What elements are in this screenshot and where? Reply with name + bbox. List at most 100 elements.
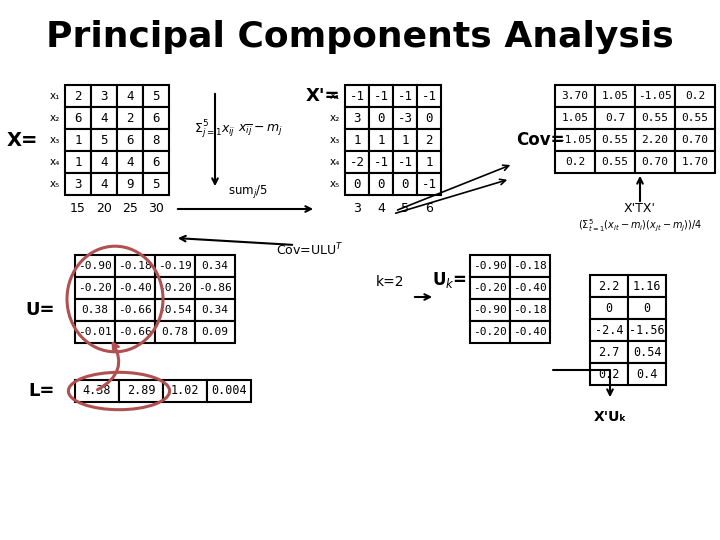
Bar [635,129,675,151]
Bar [195,277,235,299]
Bar [91,85,117,107]
Text: -0.90: -0.90 [473,305,507,315]
Bar [345,173,369,195]
Bar [369,129,393,151]
Text: 0.2: 0.2 [565,157,585,167]
Text: 20: 20 [96,202,112,215]
Bar [393,173,417,195]
Text: 1.02: 1.02 [171,384,199,397]
Text: 1: 1 [377,133,384,146]
Bar [510,255,550,277]
Text: 0: 0 [377,111,384,125]
Text: -2: -2 [349,156,364,168]
Text: 1: 1 [401,133,409,146]
Text: 1: 1 [354,133,361,146]
Text: -0.86: -0.86 [198,283,232,293]
Bar [393,85,417,107]
Text: $x_{\overline{ij}}-m_j$: $x_{\overline{ij}}-m_j$ [238,122,282,138]
Bar [555,151,595,173]
Text: sum$_j$/5: sum$_j$/5 [228,183,268,200]
Text: 0.55: 0.55 [601,135,629,145]
Bar [117,151,143,173]
Text: 6: 6 [152,111,160,125]
Bar [75,299,115,321]
Text: 0.55: 0.55 [642,113,668,123]
Bar [590,297,628,319]
Bar [75,380,119,402]
Text: x₂: x₂ [50,113,60,123]
Text: x₂: x₂ [330,113,340,123]
Text: 0.70: 0.70 [682,135,708,145]
Bar [117,107,143,129]
Text: -0.20: -0.20 [78,283,112,293]
Bar [75,321,115,343]
Text: 5: 5 [152,90,160,103]
Text: x₅: x₅ [50,179,60,189]
Text: U$_k$=: U$_k$= [432,270,467,290]
Text: x₅: x₅ [330,179,340,189]
Text: x₁: x₁ [50,91,60,101]
Bar [417,129,441,151]
Bar [470,277,510,299]
Text: 1.70: 1.70 [682,157,708,167]
Bar [628,275,666,297]
Bar [470,299,510,321]
Text: 6: 6 [152,156,160,168]
Text: 25: 25 [122,202,138,215]
Text: -1.05: -1.05 [638,91,672,101]
Text: 0.55: 0.55 [601,157,629,167]
Text: -0.66: -0.66 [118,327,152,337]
Bar [207,380,251,402]
Bar [91,107,117,129]
Bar [595,129,635,151]
Bar [117,173,143,195]
Text: -1: -1 [397,156,413,168]
Text: -0.01: -0.01 [78,327,112,337]
Bar [195,299,235,321]
Bar [117,129,143,151]
Text: 2.20: 2.20 [642,135,668,145]
Text: -3: -3 [397,111,413,125]
Text: -0.40: -0.40 [513,283,547,293]
Bar [91,129,117,151]
Bar [510,277,550,299]
Text: 0.09: 0.09 [202,327,228,337]
Text: 0.34: 0.34 [202,261,228,271]
Text: 5: 5 [100,133,108,146]
Bar [143,173,169,195]
Bar [595,107,635,129]
Text: 0.004: 0.004 [211,384,247,397]
Bar [470,255,510,277]
Bar [345,151,369,173]
Bar [65,129,91,151]
Text: 1: 1 [74,156,82,168]
Text: 0: 0 [354,178,361,191]
Bar [393,151,417,173]
Text: 4: 4 [377,202,385,215]
Bar [155,299,195,321]
Text: X=: X= [6,131,37,150]
Text: 0.70: 0.70 [642,157,668,167]
Bar [675,129,715,151]
Text: 0.55: 0.55 [682,113,708,123]
Bar [143,85,169,107]
Bar [115,321,155,343]
Bar [345,107,369,129]
Bar [555,129,595,151]
Text: 0: 0 [401,178,409,191]
Text: $(\Sigma_{t=1}^{5}(x_{it}-m_i)(x_{jt}-m_j))/4$: $(\Sigma_{t=1}^{5}(x_{it}-m_i)(x_{jt}-m_… [578,217,702,234]
Text: 0: 0 [606,301,613,314]
Bar [417,173,441,195]
Bar [75,277,115,299]
Text: U=: U= [25,301,55,319]
Text: L=: L= [29,382,55,400]
Text: 1: 1 [426,156,433,168]
Text: 2: 2 [74,90,82,103]
Text: 4.38: 4.38 [83,384,112,397]
Text: 0.4: 0.4 [636,368,657,381]
Text: 9: 9 [126,178,134,191]
Bar [590,319,628,341]
Text: 6: 6 [126,133,134,146]
Bar [117,85,143,107]
Text: -1.05: -1.05 [558,135,592,145]
